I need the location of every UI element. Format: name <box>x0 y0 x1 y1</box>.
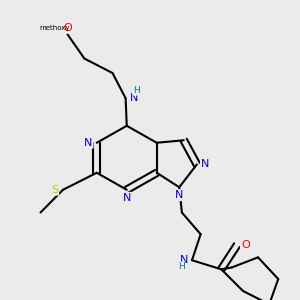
Text: N: N <box>130 93 138 103</box>
Text: N: N <box>123 193 131 203</box>
Text: O: O <box>63 23 72 33</box>
Text: N: N <box>84 138 93 148</box>
Text: N: N <box>201 160 209 170</box>
Text: O: O <box>241 240 250 250</box>
Text: H: H <box>133 86 140 95</box>
Text: H: H <box>178 262 185 271</box>
Text: N: N <box>175 190 183 200</box>
Text: N: N <box>180 255 188 265</box>
Text: methoxy: methoxy <box>39 25 70 31</box>
Text: S: S <box>51 185 58 195</box>
